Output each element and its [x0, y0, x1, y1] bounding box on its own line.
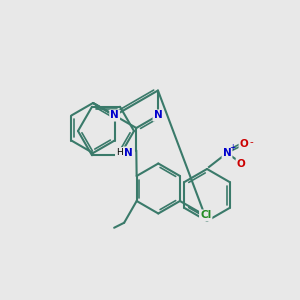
Text: O: O: [237, 159, 245, 169]
Text: +: +: [229, 143, 235, 152]
Text: N: N: [223, 148, 231, 158]
Text: N: N: [110, 110, 119, 121]
Text: H: H: [116, 148, 123, 157]
Text: N: N: [154, 110, 162, 121]
Text: Cl: Cl: [200, 211, 211, 220]
Text: N: N: [124, 148, 133, 158]
Text: -: -: [249, 137, 253, 147]
Text: O: O: [240, 139, 248, 149]
